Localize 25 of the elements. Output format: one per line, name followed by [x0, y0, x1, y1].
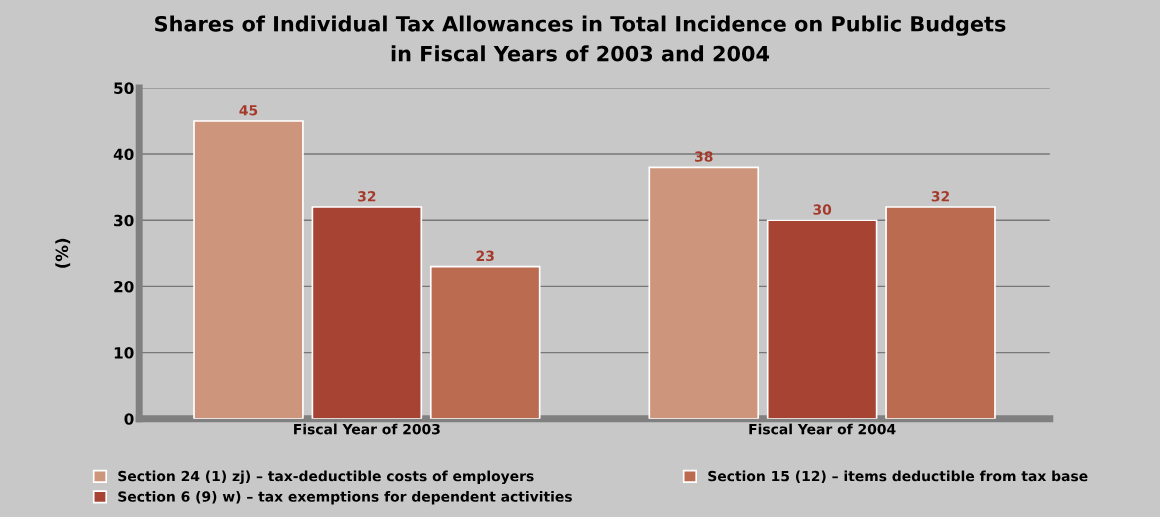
bar — [193, 120, 304, 419]
data-label: 32 — [931, 191, 949, 202]
bar — [429, 265, 541, 419]
data-label: 45 — [239, 105, 258, 116]
legend-label: Section 6 (9) w) – tax exemptions for dependent activities — [118, 491, 572, 505]
legend-label: Section 15 (12) – items deductible from tax base — [708, 470, 1088, 483]
data-label: 32 — [358, 191, 376, 202]
y-tick-label: 40 — [113, 148, 134, 161]
bar — [648, 166, 760, 419]
y-axis-title: (%) — [55, 238, 71, 268]
x-tick-label: Fiscal Year of 2003 — [294, 423, 440, 435]
bar — [885, 206, 996, 419]
legend-label: Section 24 (1) zj) – tax-deductible costs of employers — [118, 470, 534, 485]
data-label: 38 — [695, 151, 713, 162]
y-tick-label: 20 — [114, 280, 134, 293]
bar — [311, 206, 423, 419]
data-label: 23 — [476, 250, 494, 262]
y-tick-label: 50 — [114, 82, 134, 94]
data-label: 30 — [813, 204, 832, 215]
y-tick-label: 30 — [114, 214, 134, 227]
y-tick-label: 10 — [114, 347, 134, 359]
y-tick-label: 0 — [124, 413, 134, 425]
bar — [766, 219, 878, 419]
chart-title: Shares of Individual Tax Allowances in Total Incidence on Public Budgets in Fiscal Years of 2003 and 2004 — [155, 15, 1006, 62]
x-tick-label: Fiscal Year of 2004 — [749, 423, 896, 435]
